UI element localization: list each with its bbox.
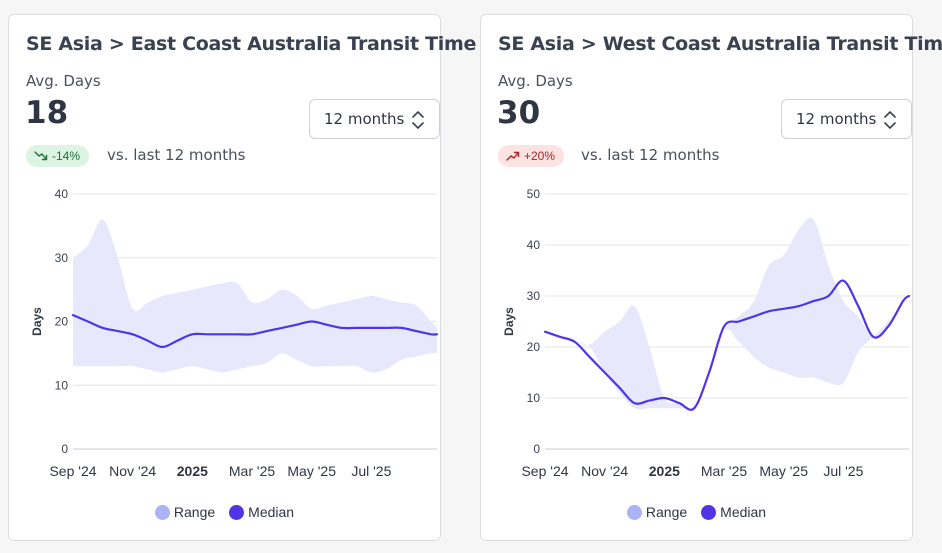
card-title: SE Asia > East Coast Australia Transit T… bbox=[26, 33, 477, 55]
x-tick-label: Jul '25 bbox=[351, 463, 391, 479]
median-line bbox=[543, 279, 911, 411]
range-band bbox=[73, 219, 437, 373]
y-tick-label: 40 bbox=[55, 187, 69, 201]
change-percent: +20% bbox=[524, 149, 556, 163]
avg-days-label: Avg. Days bbox=[26, 72, 101, 90]
y-tick-label: 10 bbox=[55, 378, 69, 392]
transit-time-chart: 0 10 20 30 40 Sep '24 Nov '24 2025 Mar '25 May '2… bbox=[30, 187, 439, 479]
card-title: SE Asia > West Coast Australia Transit T… bbox=[498, 33, 942, 55]
period-select-value: 12 months bbox=[796, 110, 877, 128]
x-tick-label: Mar '25 bbox=[701, 463, 747, 479]
x-tick-label: May '25 bbox=[287, 463, 336, 479]
median-line bbox=[71, 314, 439, 349]
median-swatch bbox=[701, 504, 717, 520]
change-percent: -14% bbox=[52, 149, 81, 163]
trend-down-icon bbox=[34, 151, 48, 161]
legend-label: Median bbox=[248, 504, 295, 520]
chevron-up-down-icon bbox=[884, 111, 896, 129]
y-axis-label: Days bbox=[502, 307, 516, 336]
legend-label: Range bbox=[173, 504, 216, 520]
avg-days-value: 30 bbox=[497, 95, 541, 131]
change-badge: +20% bbox=[498, 145, 565, 167]
y-tick-label: 0 bbox=[61, 442, 68, 456]
transit-time-chart: 0 10 20 30 40 50 Sep '24 Nov '24 2025 Mar '25 May … bbox=[502, 187, 911, 479]
range-swatch bbox=[626, 504, 642, 520]
legend-item-range[interactable]: Range bbox=[154, 504, 216, 520]
x-tick-label: Mar '25 bbox=[229, 463, 275, 479]
y-tick-label: 50 bbox=[527, 187, 541, 201]
y-tick-label: 0 bbox=[533, 442, 540, 456]
period-select-value: 12 months bbox=[324, 110, 405, 128]
median-swatch bbox=[229, 504, 245, 520]
x-tick-label: Sep '24 bbox=[49, 463, 96, 479]
legend-label: Median bbox=[720, 504, 767, 520]
legend-item-median[interactable]: Median bbox=[701, 504, 766, 520]
x-tick-label: 2025 bbox=[177, 463, 208, 479]
chart-legend: Range Median bbox=[481, 504, 912, 520]
west-coast-card: SE Asia > West Coast Australia Transit T… bbox=[480, 14, 942, 541]
y-tick-label: 10 bbox=[527, 391, 541, 405]
period-select[interactable]: 12 months bbox=[781, 99, 912, 139]
comparison-text: vs. last 12 months bbox=[107, 146, 246, 164]
y-tick-label: 20 bbox=[55, 315, 69, 329]
x-tick-label: Jul '25 bbox=[823, 463, 863, 479]
east-coast-card: SE Asia > East Coast Australia Transit T… bbox=[8, 14, 476, 541]
y-tick-label: 20 bbox=[527, 340, 541, 354]
period-select[interactable]: 12 months bbox=[309, 99, 440, 139]
range-band bbox=[545, 217, 909, 410]
y-tick-label: 40 bbox=[527, 238, 541, 252]
legend-item-median[interactable]: Median bbox=[229, 504, 294, 520]
y-axis-label: Days bbox=[30, 307, 44, 336]
change-badge: -14% bbox=[26, 145, 90, 167]
x-tick-label: Sep '24 bbox=[521, 463, 568, 479]
y-tick-label: 30 bbox=[527, 289, 541, 303]
avg-days-label: Avg. Days bbox=[498, 72, 573, 90]
x-tick-label: May '25 bbox=[759, 463, 808, 479]
avg-days-value: 18 bbox=[25, 95, 69, 131]
x-tick-label: Nov '24 bbox=[581, 463, 628, 479]
chart-legend: Range Median bbox=[9, 504, 440, 520]
trend-up-icon bbox=[506, 151, 520, 161]
comparison-text: vs. last 12 months bbox=[581, 146, 720, 164]
x-tick-label: 2025 bbox=[649, 463, 680, 479]
range-swatch bbox=[154, 504, 170, 520]
x-tick-label: Nov '24 bbox=[109, 463, 156, 479]
legend-item-range[interactable]: Range bbox=[626, 504, 688, 520]
legend-label: Range bbox=[645, 504, 688, 520]
chevron-up-down-icon bbox=[412, 111, 424, 129]
y-tick-label: 30 bbox=[55, 251, 69, 265]
